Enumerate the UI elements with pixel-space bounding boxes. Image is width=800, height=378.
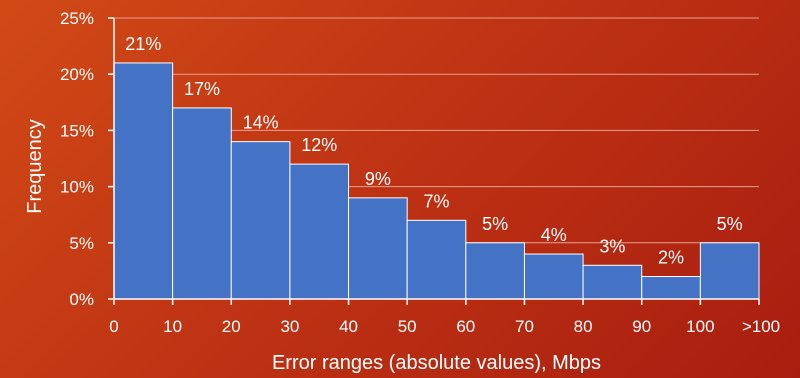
value-label-8: 3% [599, 236, 625, 256]
x-tick-label-10: 100 [686, 317, 714, 336]
bar-series [113, 62, 760, 300]
x-axis: 0 10 20 30 40 50 60 70 80 90 100 >100 [109, 298, 780, 336]
x-tick-label-4: 40 [339, 317, 358, 336]
x-tick-label-5: 50 [398, 317, 417, 336]
x-tick-label-0: 0 [109, 317, 118, 336]
value-labels: 21% 17% 14% 12% 9% 7% 5% 4% 3% 2% 5% [125, 34, 742, 268]
y-tick-label-1: 5% [69, 234, 94, 253]
x-tick-label-2: 20 [222, 317, 241, 336]
value-label-6: 5% [482, 214, 508, 234]
value-label-4: 9% [365, 169, 391, 189]
x-tick-label-11: >100 [742, 317, 780, 336]
bar-1 [172, 107, 232, 300]
x-tick-label-7: 70 [515, 317, 534, 336]
x-tick-label-1: 10 [163, 317, 182, 336]
bar-8 [582, 264, 643, 300]
value-label-10: 5% [717, 214, 743, 234]
value-label-2: 14% [243, 113, 279, 133]
value-label-3: 12% [301, 135, 337, 155]
y-axis: 0% 5% 10% 15% 20% 25% [60, 9, 115, 309]
y-tick-label-0: 0% [69, 290, 94, 309]
y-tick-label-2: 10% [60, 178, 94, 197]
y-tick-label-5: 25% [60, 9, 94, 28]
value-label-9: 2% [658, 248, 684, 268]
value-label-5: 7% [423, 191, 449, 211]
bar-9 [641, 276, 701, 300]
x-tick-label-8: 80 [574, 317, 593, 336]
bar-3 [289, 163, 350, 300]
bar-7 [523, 253, 584, 300]
bar-4 [348, 197, 408, 300]
value-label-7: 4% [541, 225, 567, 245]
x-axis-title: Error ranges (absolute values), Mbps [272, 352, 601, 374]
bar-10 [699, 242, 760, 300]
y-axis-title: Frequency [24, 119, 46, 214]
value-label-1: 17% [184, 79, 220, 99]
bar-2 [230, 141, 291, 300]
x-tick-label-3: 30 [280, 317, 299, 336]
x-tick-label-9: 90 [632, 317, 651, 336]
y-tick-label-3: 15% [60, 121, 94, 140]
bar-6 [465, 242, 525, 300]
x-tick-label-6: 60 [456, 317, 475, 336]
value-label-0: 21% [125, 34, 161, 54]
bar-5 [406, 219, 467, 300]
bar-0 [113, 62, 174, 300]
y-tick-label-4: 20% [60, 65, 94, 84]
